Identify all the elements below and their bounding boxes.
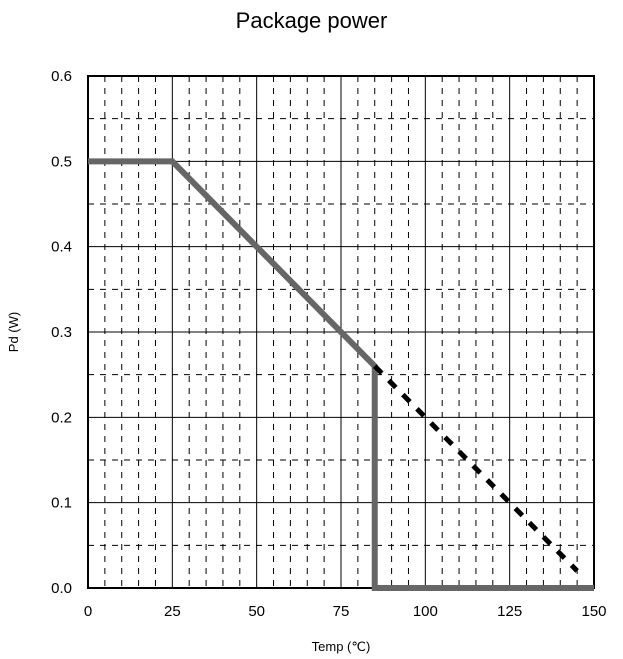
y-tick-label: 0.1 — [51, 495, 72, 512]
x-tick-label: 50 — [248, 603, 265, 620]
y-axis-ticks: 0.0 0.1 0.2 0.3 0.4 0.5 0.6 — [51, 68, 72, 597]
derating-extension-dashed-line — [372, 364, 579, 573]
y-tick-label: 0.4 — [51, 239, 72, 256]
x-tick-label: 0 — [84, 603, 92, 620]
y-tick-label: 0.6 — [51, 68, 72, 85]
y-tick-label: 0.2 — [51, 409, 72, 426]
chart-title: Package power — [235, 8, 388, 33]
x-tick-label: 150 — [581, 603, 606, 620]
x-tick-label: 75 — [333, 603, 350, 620]
x-tick-label: 100 — [413, 603, 438, 620]
y-tick-label: 0.3 — [51, 324, 72, 341]
plot-frame — [87, 75, 595, 589]
x-axis-label: Temp (℃) — [312, 639, 371, 654]
x-axis-ticks: 0 25 50 75 100 125 150 — [84, 603, 607, 620]
y-tick-label: 0.0 — [51, 580, 72, 597]
y-tick-label: 0.5 — [51, 153, 72, 170]
x-tick-label: 25 — [164, 603, 181, 620]
x-tick-label: 125 — [497, 603, 522, 620]
series-layer — [88, 158, 594, 591]
y-axis-label: Pd (W) — [6, 312, 21, 352]
